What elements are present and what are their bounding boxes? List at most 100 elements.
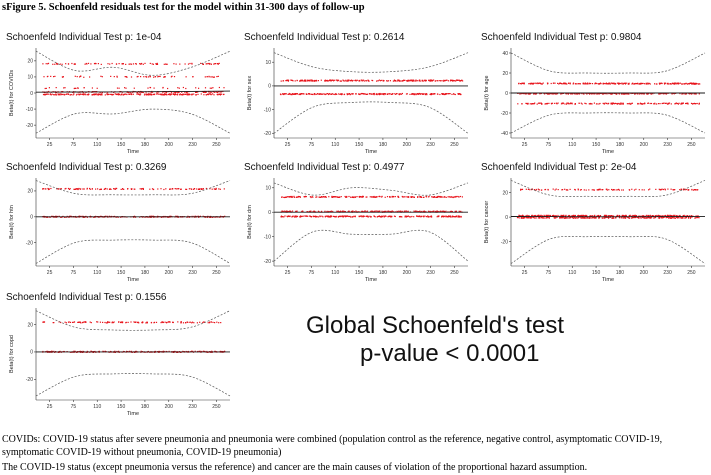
residual-point xyxy=(53,322,55,324)
residual-point xyxy=(291,210,294,212)
residual-point xyxy=(191,188,193,190)
residual-point xyxy=(529,83,531,85)
residual-point xyxy=(694,93,697,95)
residual-point xyxy=(130,63,133,65)
residual-point xyxy=(331,195,333,197)
residual-point xyxy=(452,215,454,217)
residual-point xyxy=(329,93,331,95)
residual-point xyxy=(76,351,78,353)
residual-point xyxy=(385,215,387,217)
x-tick-label: 230 xyxy=(663,142,672,148)
residual-point xyxy=(339,80,341,82)
residual-point xyxy=(640,217,642,219)
x-tick-label: 75 xyxy=(71,404,77,410)
residual-point xyxy=(57,94,59,96)
residual-point xyxy=(214,188,216,190)
residual-point xyxy=(65,93,67,95)
residual-point xyxy=(69,94,71,96)
residual-point xyxy=(679,189,681,191)
residual-point xyxy=(198,350,200,352)
residual-point xyxy=(568,103,570,105)
residual-point xyxy=(87,62,90,64)
residual-point xyxy=(122,63,124,65)
residual-point xyxy=(370,216,372,218)
residual-point xyxy=(214,322,216,324)
residual-point xyxy=(178,87,180,89)
residual-point xyxy=(366,211,368,213)
residual-point xyxy=(285,93,287,95)
residual-point xyxy=(218,93,221,95)
residual-point xyxy=(611,82,613,84)
residual-point xyxy=(533,215,535,217)
residual-point xyxy=(86,350,88,352)
residual-point xyxy=(62,93,64,95)
residual-point xyxy=(217,75,219,77)
residual-point xyxy=(689,82,691,84)
residual-point xyxy=(596,83,598,85)
residual-point xyxy=(425,211,427,213)
residual-point xyxy=(605,83,607,85)
residual-point xyxy=(628,217,630,219)
x-tick-label: 200 xyxy=(403,142,412,148)
residual-point xyxy=(619,103,621,105)
residual-point xyxy=(445,93,447,95)
residual-point xyxy=(213,94,215,96)
residual-point xyxy=(299,215,302,217)
residual-point xyxy=(520,189,522,191)
residual-point xyxy=(289,210,291,212)
residual-point xyxy=(517,216,519,218)
residual-point xyxy=(139,63,141,65)
x-tick-label: 150 xyxy=(117,404,126,410)
residual-point xyxy=(150,322,152,324)
residual-point xyxy=(596,215,598,217)
residual-point xyxy=(639,103,641,105)
residual-point xyxy=(459,93,462,96)
residual-point xyxy=(155,63,157,65)
x-tick-label: 250 xyxy=(212,270,221,276)
residual-point xyxy=(434,93,436,95)
residual-point xyxy=(618,188,620,190)
residual-point xyxy=(351,196,353,198)
residual-point xyxy=(545,217,547,219)
x-tick-label: 200 xyxy=(403,270,412,276)
residual-point xyxy=(69,321,72,323)
residual-point xyxy=(570,93,572,95)
residual-point xyxy=(175,91,177,94)
residual-point xyxy=(72,321,74,323)
residual-point xyxy=(112,94,114,96)
residual-point xyxy=(687,189,689,191)
residual-point xyxy=(336,210,338,213)
residual-point xyxy=(459,93,461,95)
residual-point xyxy=(570,102,572,104)
residual-point xyxy=(424,80,426,82)
y-tick-label: 0 xyxy=(30,215,33,221)
residual-point xyxy=(572,214,574,216)
residual-point xyxy=(344,215,346,217)
residual-point xyxy=(550,93,552,95)
residual-point xyxy=(522,217,524,219)
residual-point xyxy=(314,215,317,217)
residual-point xyxy=(602,82,604,84)
residual-point xyxy=(320,93,322,95)
residual-point xyxy=(148,76,150,78)
residual-point xyxy=(291,216,293,218)
residual-point xyxy=(696,102,698,105)
residual-point xyxy=(610,93,612,95)
residual-point xyxy=(602,93,604,95)
residual-point xyxy=(527,102,529,104)
residual-point xyxy=(67,93,69,95)
residual-point xyxy=(582,217,584,219)
residual-point xyxy=(372,80,374,82)
x-tick-label: 250 xyxy=(687,270,696,276)
residual-point xyxy=(118,93,120,95)
residual-point xyxy=(97,63,99,65)
residual-point xyxy=(688,83,690,85)
residual-point xyxy=(308,210,311,212)
residual-point xyxy=(109,188,111,190)
residual-point xyxy=(398,80,400,82)
ci-lower-curve xyxy=(510,112,706,134)
residual-point xyxy=(580,217,582,219)
residual-point xyxy=(296,93,298,95)
residual-point xyxy=(112,93,114,96)
